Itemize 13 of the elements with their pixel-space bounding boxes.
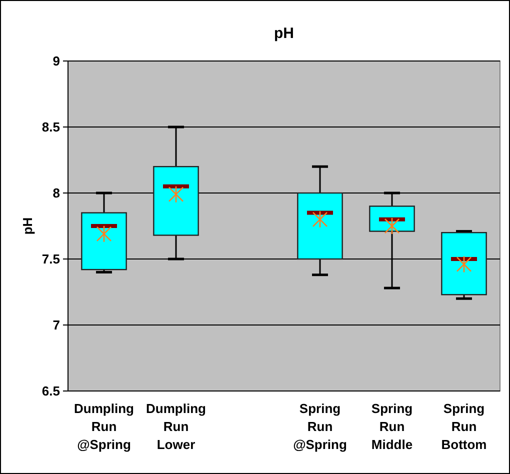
x-tick-label: Dumpling Run Lower [146,401,206,452]
x-tick-label: Spring Run Bottom [441,401,487,452]
y-tick-label: 8.5 [42,120,60,135]
chart-title: pH [274,25,294,42]
x-tick-label: Spring Run @Spring [293,401,347,452]
x-tick-label: Spring Run Middle [371,401,413,452]
y-tick-label: 9 [52,54,60,69]
y-tick-label: 6.5 [42,384,60,399]
y-tick-label: 7.5 [42,252,60,267]
x-tick-label: Dumpling Run @Spring [74,401,134,452]
y-axis-title: pH [20,217,35,235]
y-tick-label: 8 [52,186,60,201]
y-tick-label: 7 [52,318,60,333]
